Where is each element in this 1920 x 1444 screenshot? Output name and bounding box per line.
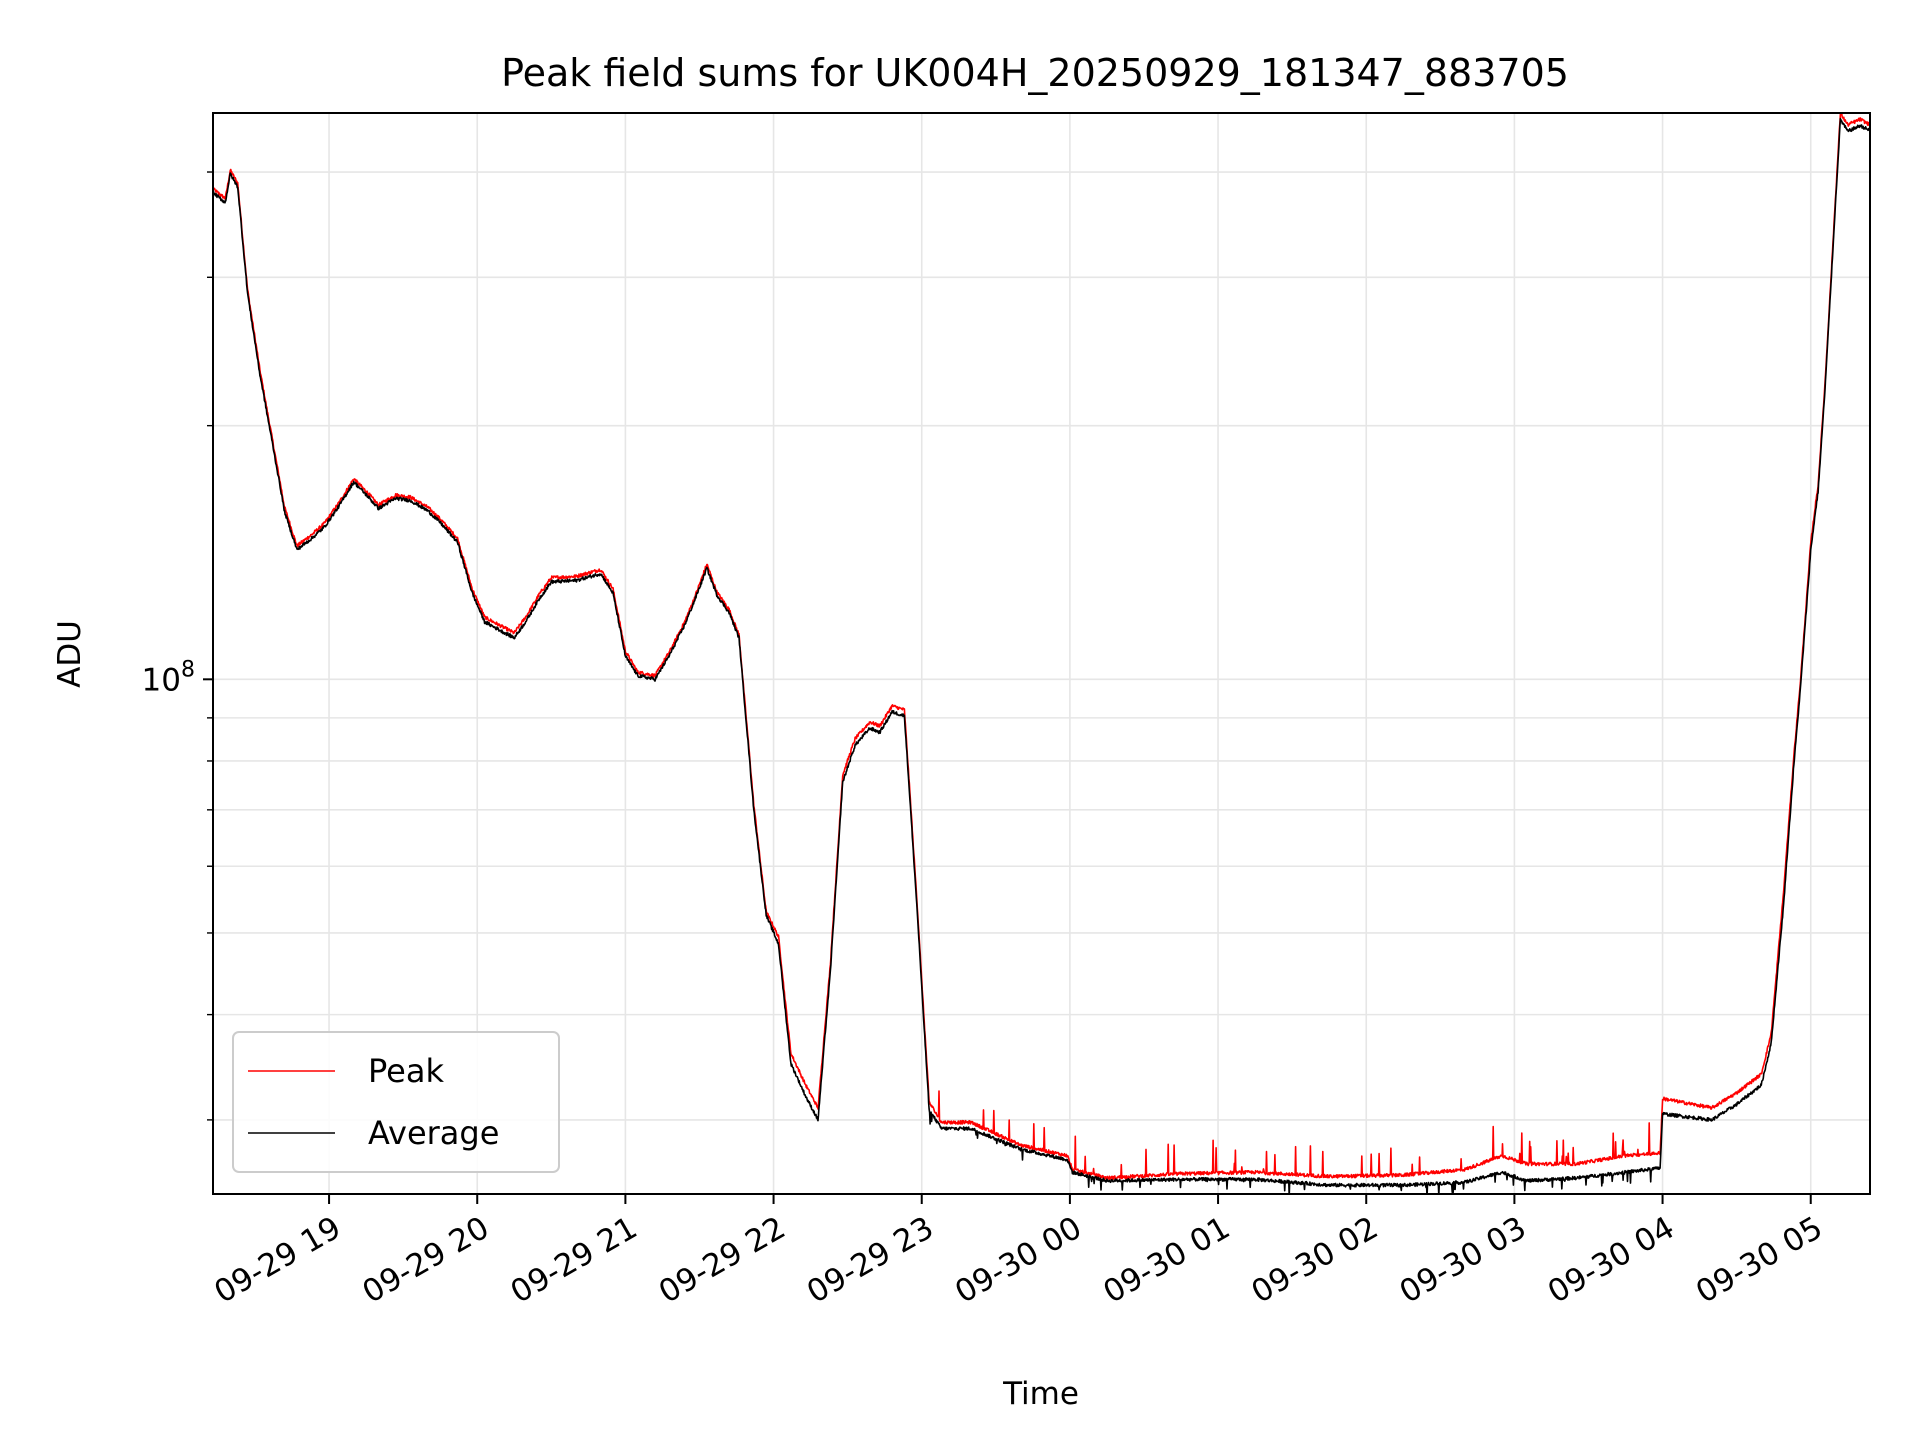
legend: Peak Average <box>232 1031 560 1173</box>
series-line-average <box>213 117 1870 1194</box>
y-tick-label: 108 <box>142 657 195 698</box>
y-axis-label: ADU <box>52 620 88 688</box>
legend-label-peak: Peak <box>368 1052 444 1090</box>
chart-title: Peak field sums for UK004H_20250929_1813… <box>501 51 1569 95</box>
legend-box <box>232 1031 560 1173</box>
x-axis-label: Time <box>1002 1376 1079 1412</box>
legend-label-average: Average <box>368 1114 499 1152</box>
series-line-peak <box>213 113 1870 1180</box>
plot-area-frame <box>212 112 1871 1195</box>
